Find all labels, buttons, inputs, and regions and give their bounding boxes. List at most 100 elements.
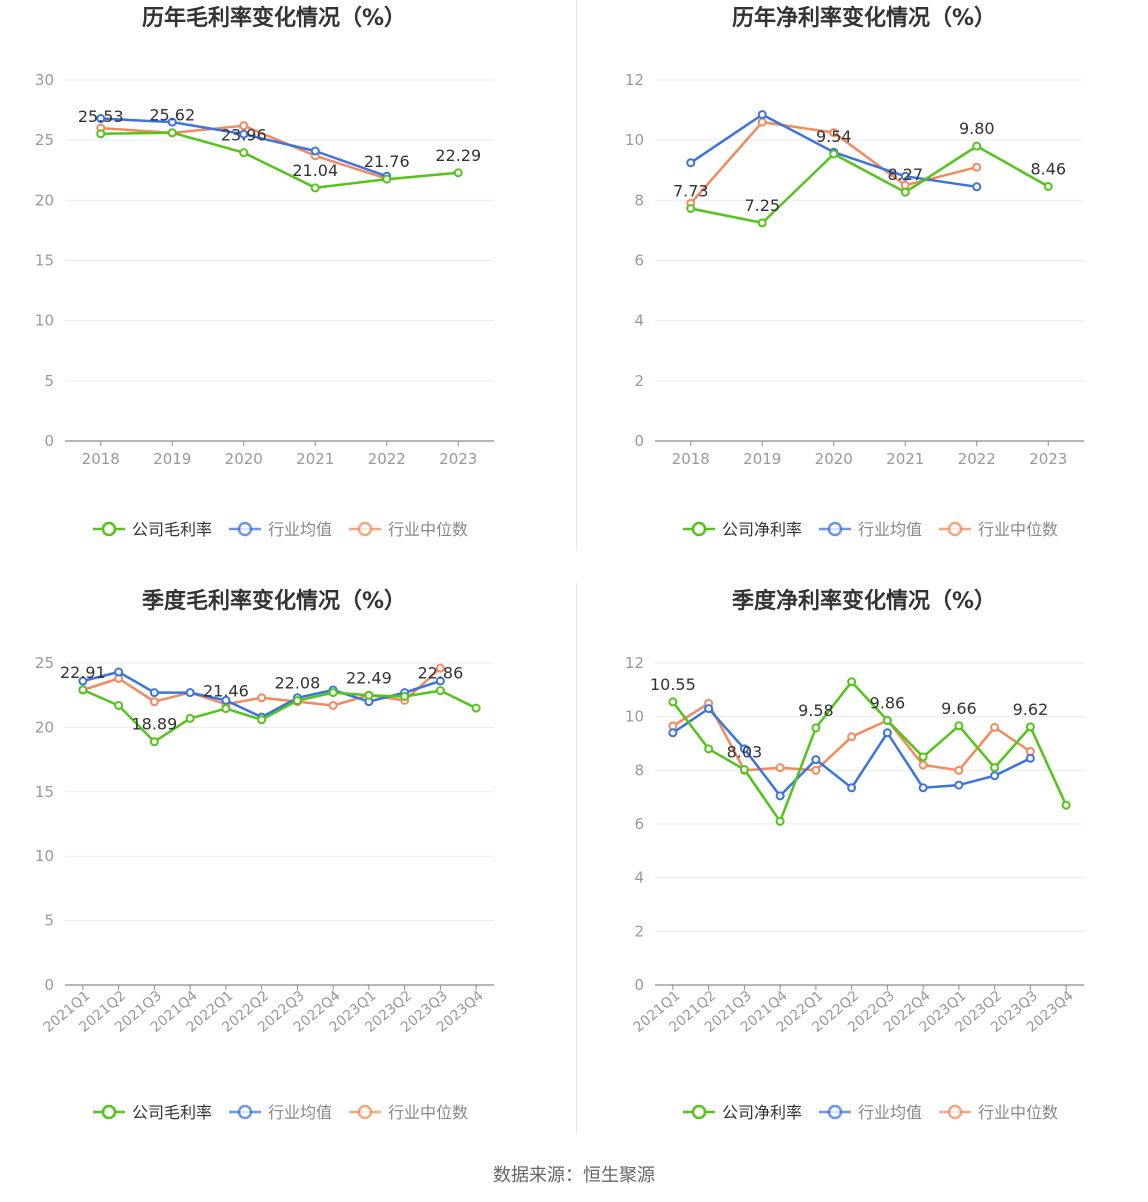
data-point-avg [239,129,249,139]
x-tick-label: 2021 [296,450,334,468]
data-point-median [990,722,1000,732]
data-label: 22.91 [60,663,106,682]
chart-title: 历年净利率变化情况（%） [732,5,996,31]
y-tick-label: 5 [44,372,54,390]
data-point-company [1061,800,1071,810]
legend-label: 行业中位数 [388,520,468,539]
data-label: 21.04 [292,161,338,180]
series-line-company [690,144,1049,225]
data-point-company [918,752,928,762]
data-point-company [900,187,910,197]
y-tick-label: 5 [44,912,54,930]
y-tick-label: 10 [625,131,644,149]
legend-label: 行业中位数 [978,1103,1058,1122]
legend-label: 公司毛利率 [132,1103,212,1122]
data-point-company [972,141,982,151]
legend-label: 行业均值 [268,1103,332,1122]
data-point-median [954,765,964,775]
data-label: 7.73 [673,181,709,200]
x-tick-label: 2022 [958,450,996,468]
data-label: 25.62 [149,106,195,125]
x-tick-label: 2019 [743,450,781,468]
data-label: 22.86 [417,664,463,683]
data-point-avg [1025,753,1035,763]
y-tick-label: 4 [634,312,644,330]
data-label: 9.58 [798,701,834,720]
data-point-company [96,129,106,139]
x-tick-label: 2018 [82,450,120,468]
data-point-company [328,688,338,698]
legend-swatch-marker [237,521,253,537]
data-label: 9.54 [816,127,852,146]
data-point-avg [775,791,785,801]
data-point-company [292,696,302,706]
panel-divider-bottom [576,583,577,1133]
data-point-avg [167,117,177,127]
x-tick-label: 2023 [1029,450,1067,468]
data-point-company [1025,722,1035,732]
data-point-company [704,744,714,754]
series-line-company [100,131,459,190]
data-label: 23.96 [221,126,267,145]
data-point-avg [310,146,320,156]
chart-title: 季度毛利率变化情况（%） [142,588,406,614]
data-point-company [114,701,124,711]
legend-label: 行业均值 [268,520,332,539]
data-label: 9.80 [959,119,995,138]
data-point-avg [435,676,445,686]
x-tick-label: 2020 [225,450,263,468]
y-tick-label: 2 [634,922,644,940]
data-label: 18.89 [131,715,177,734]
x-tick-label: 2022 [368,450,406,468]
data-source-note: 数据来源：恒生聚源 [493,1165,655,1186]
chart-panel-quarterly-gross: 季度毛利率变化情况（%） 0 5 10 15 20 25 2021Q1 2021Q2 2021Q3… [0,583,574,1166]
data-label: 8.46 [1030,159,1066,178]
legend-label: 行业中位数 [388,1103,468,1122]
x-tick-label: 2019 [153,450,191,468]
y-tick-label: 25 [35,131,54,149]
data-point-company [882,715,892,725]
data-point-avg [900,171,910,181]
y-tick-label: 15 [35,783,54,801]
panel-divider-top [576,0,577,550]
data-point-company [811,723,821,733]
data-point-median [847,732,857,742]
y-tick-label: 30 [35,71,54,89]
data-label: 9.86 [870,693,906,712]
legend-swatch-marker [827,521,843,537]
data-point-company [257,715,267,725]
legend-swatch-marker [691,1104,707,1120]
data-point-company [310,183,320,193]
data-point-median [918,760,928,770]
data-point-avg [149,688,159,698]
data-point-avg [668,728,678,738]
data-point-median [257,693,267,703]
data-label: 25.53 [78,107,124,126]
legend-swatch-marker [357,521,373,537]
data-label: 8.27 [887,165,923,184]
data-point-company [149,737,159,747]
data-point-median [775,763,785,773]
data-label: 9.62 [1013,700,1049,719]
data-point-median [239,121,249,131]
data-point-avg [918,783,928,793]
legend-swatch-marker [691,521,707,537]
legend-label: 行业均值 [858,1103,922,1122]
legend-label: 公司毛利率 [132,520,212,539]
legend-swatch-marker [101,521,117,537]
data-point-avg [972,182,982,192]
legend-label: 行业中位数 [978,520,1058,539]
data-point-company [78,685,88,695]
legend-swatch-marker [947,521,963,537]
chart-title: 历年毛利率变化情况（%） [142,5,406,31]
legend-swatch-marker [357,1104,373,1120]
data-point-company [221,704,231,714]
x-tick-label: 2021 [886,450,924,468]
data-point-avg [990,771,1000,781]
y-tick-label: 0 [44,976,54,994]
data-point-median [757,117,767,127]
legend-label: 行业均值 [858,520,922,539]
data-point-company [829,149,839,159]
data-point-company [435,686,445,696]
data-point-median [972,162,982,172]
